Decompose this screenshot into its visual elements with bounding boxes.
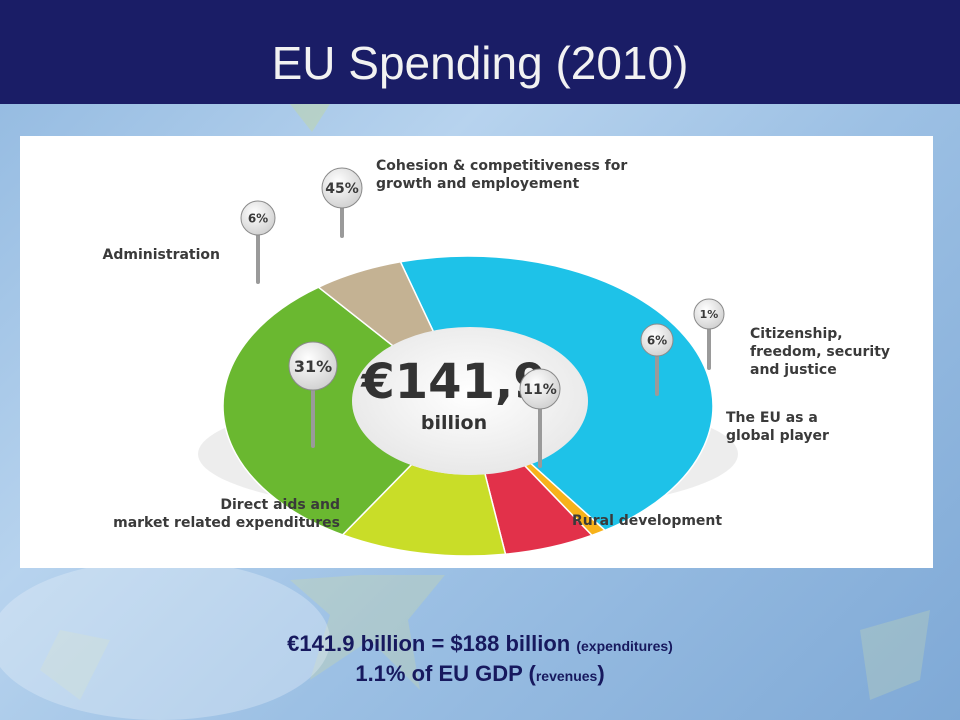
title-bar <box>0 0 960 104</box>
chart-panel: €141,9 billion 45% 1% 6% 11% 31% 6% Cohesion … <box>20 136 933 568</box>
pin-head-1 <box>693 298 725 330</box>
slice-percent-label-4: 31% <box>294 357 332 376</box>
center-total-unit: billion <box>421 412 487 434</box>
slice-category-label-0: Cohesion & competitiveness for growth and… <box>376 158 627 192</box>
footnote-line-2: 1.1% of EU GDP (revenues) <box>0 660 960 690</box>
pin-head-3 <box>519 368 561 410</box>
pins-layer: 45% 1% 6% 11% 31% 6% <box>240 167 725 468</box>
slice-category-label-2: The EU as a global player <box>726 410 829 444</box>
background-star <box>860 610 930 700</box>
slice-percent-label-1: 1% <box>700 308 719 321</box>
slice-category-label-3: Rural development <box>572 513 722 529</box>
footnote-expenditure-text: €141.9 billion = $188 billion <box>287 631 571 656</box>
footnote-expenditure-note: (expenditures) <box>576 638 673 654</box>
slice-category-label-5: Administration <box>103 247 220 263</box>
donut-chart: €141,9 billion 45% 1% 6% 11% 31% 6% Cohesion … <box>103 158 891 557</box>
pin-head-5 <box>240 200 276 236</box>
pin-head-4 <box>288 341 338 391</box>
background-star <box>290 575 445 690</box>
slice-category-label-1: Citizenship, freedom, security and justice <box>750 326 890 378</box>
slice-percent-label-5: 6% <box>248 211 268 225</box>
footnote-gdp-text: 1.1% of EU GDP ( <box>355 661 536 686</box>
pin-head-2 <box>640 323 674 357</box>
background-star <box>290 104 330 132</box>
slice-percent-label-0: 45% <box>325 181 359 197</box>
background-star <box>40 630 110 700</box>
footnote-gdp-close: ) <box>597 661 605 686</box>
slices-layer <box>222 255 714 557</box>
slice-category-label-4: Direct aids and market related expenditur… <box>113 497 340 531</box>
slice-percent-label-2: 6% <box>647 333 667 347</box>
center-total-amount: €141,9 <box>360 354 546 410</box>
slide-title: EU Spending (2010) <box>271 37 689 89</box>
footnote-revenue-note: revenues <box>535 668 598 684</box>
labels-layer: Cohesion & competitiveness for growth and… <box>103 158 891 531</box>
footnote-line-1: €141.9 billion = $188 billion (expenditu… <box>0 630 960 660</box>
background-glow <box>0 560 330 720</box>
pin-head-0 <box>321 167 363 209</box>
slice-percent-label-3: 11% <box>523 382 557 398</box>
donut-hole <box>352 327 588 475</box>
footnote: €141.9 billion = $188 billion (expenditu… <box>0 630 960 690</box>
